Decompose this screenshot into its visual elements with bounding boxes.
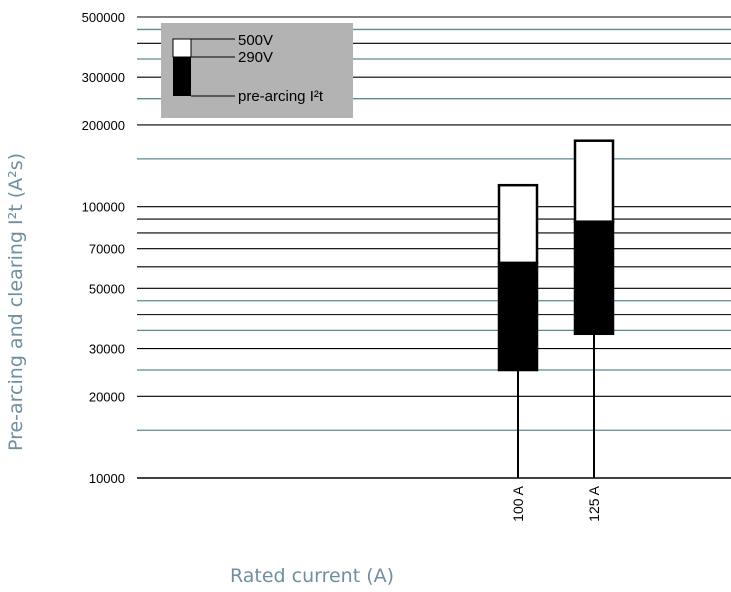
y-tick-label: 20000 (89, 389, 125, 404)
y-tick-label: 100000 (82, 200, 125, 215)
clearing-segment (573, 139, 615, 223)
y-tick-label: 10000 (89, 471, 125, 486)
y-tick-label: 200000 (82, 118, 125, 133)
y-tick-label: 70000 (89, 242, 125, 257)
y-axis-title: Pre-arcing and clearing I²t (A²s) (5, 153, 27, 451)
legend: 500V 290V pre-arcing I²t (161, 23, 353, 118)
y-tick-label: 30000 (89, 342, 125, 357)
legend-label-500v: 500V (238, 32, 273, 49)
x-category-label: 125 A (586, 485, 602, 521)
y-tick-label: 300000 (82, 70, 125, 85)
legend-label-290v: 290V (238, 49, 273, 66)
y-tick-label: 500000 (82, 10, 125, 25)
pre-arcing-segment (497, 261, 539, 372)
pre-arcing-segment (573, 220, 615, 336)
x-axis-category-labels: 100 A 125 A (510, 485, 602, 521)
clearing-segment (497, 183, 539, 265)
y-axis-tick-labels: 500000 300000 200000 100000 70000 50000 30000 2… (82, 10, 125, 486)
legend-swatch-clearing (172, 38, 192, 58)
bar-125a (573, 139, 615, 478)
x-category-label: 100 A (510, 485, 526, 521)
y-tick-label: 50000 (89, 281, 125, 296)
x-axis-title: Rated current (A) (230, 565, 394, 587)
legend-swatch-pre-arcing (173, 57, 191, 96)
bar-100a (497, 183, 539, 478)
bars (497, 139, 615, 478)
legend-label-pre-arcing: pre-arcing I²t (238, 88, 324, 105)
